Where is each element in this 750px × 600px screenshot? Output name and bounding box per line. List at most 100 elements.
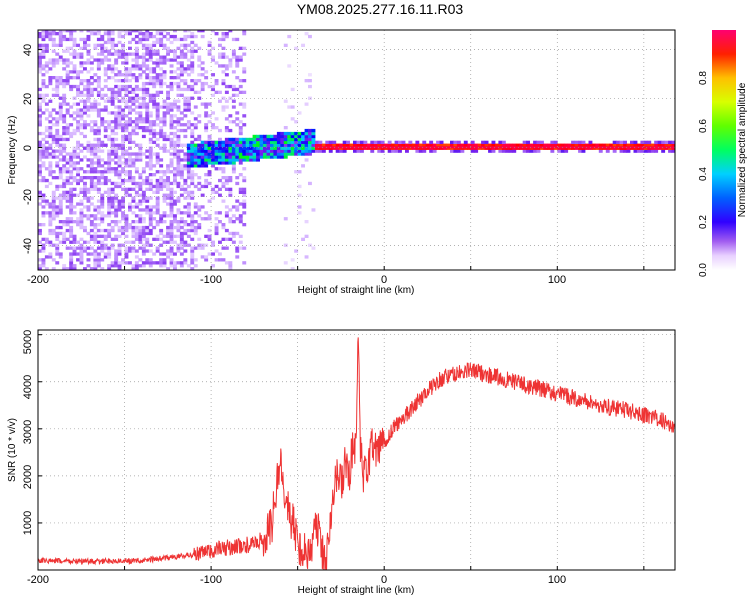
heatmap-cell <box>69 134 74 139</box>
heatmap-cell <box>640 140 645 144</box>
heatmap-cell <box>145 90 150 94</box>
heatmap-cell <box>152 76 157 80</box>
heatmap-cell <box>224 158 229 162</box>
heatmap-cell <box>100 43 105 47</box>
heatmap-cell <box>96 234 101 238</box>
heatmap-cell <box>114 170 119 174</box>
heatmap-cell <box>238 90 243 94</box>
heatmap-cell <box>640 143 645 147</box>
heatmap-cell <box>89 30 94 33</box>
heatmap-cell <box>145 126 150 130</box>
heatmap-cell <box>152 105 157 109</box>
heatmap-cell <box>238 190 243 194</box>
heatmap-cell <box>86 258 91 262</box>
heatmap-cell <box>179 73 184 77</box>
heatmap-cell <box>131 205 136 209</box>
heatmap-cell <box>124 102 129 106</box>
heatmap-cell <box>308 134 312 139</box>
heatmap-cell <box>141 220 146 224</box>
heatmap-cell <box>117 202 122 206</box>
heatmap-cell <box>166 184 170 189</box>
heatmap-cell <box>231 99 236 103</box>
heatmap-cell <box>114 184 119 189</box>
heatmap-cell <box>231 37 236 42</box>
heatmap-cell <box>169 58 174 62</box>
heatmap-cell <box>55 231 60 236</box>
heatmap-cell <box>117 155 122 159</box>
heatmap-cell <box>79 167 84 171</box>
heatmap-cell <box>62 120 67 124</box>
heatmap-cell <box>186 190 191 194</box>
heatmap-cell <box>186 202 191 206</box>
heatmap-cell <box>72 70 77 74</box>
heatmap-cell <box>204 111 209 115</box>
heatmap-cell <box>110 120 115 124</box>
heatmap-cell <box>145 93 150 97</box>
heatmap-cell <box>280 134 285 139</box>
heatmap-cell <box>152 173 157 177</box>
heatmap-cell <box>114 120 119 124</box>
heatmap-cell <box>162 258 167 262</box>
heatmap-cell <box>557 143 562 147</box>
heatmap-cell <box>114 181 119 186</box>
heatmap-cell <box>141 64 146 68</box>
heatmap-cell <box>366 143 371 147</box>
heatmap-cell <box>86 146 91 150</box>
heatmap-cell <box>197 64 202 68</box>
heatmap-cell <box>377 149 382 153</box>
heatmap-cell <box>96 149 101 153</box>
heatmap-cell <box>169 131 174 136</box>
heatmap-cell <box>567 143 572 147</box>
heatmap-cell <box>221 155 226 159</box>
heatmap-y-tick-label: 0 <box>22 145 34 151</box>
heatmap-cell <box>304 152 309 156</box>
heatmap-cell <box>89 158 94 162</box>
heatmap-cell <box>65 152 70 156</box>
heatmap-cell <box>242 143 247 147</box>
heatmap-cell <box>96 190 101 194</box>
heatmap-cell <box>162 61 167 65</box>
heatmap-cell <box>238 126 243 130</box>
heatmap-cell <box>58 252 63 256</box>
heatmap-cell <box>176 173 181 177</box>
heatmap-cell <box>48 76 53 80</box>
snr-x-tick-label: 0 <box>381 574 387 586</box>
heatmap-cell <box>103 181 108 186</box>
heatmap-cell <box>69 240 74 244</box>
heatmap-cell <box>44 34 49 39</box>
heatmap-cell <box>647 140 652 144</box>
heatmap-cell <box>245 152 250 156</box>
heatmap-cell <box>141 208 146 212</box>
heatmap-cell <box>186 205 191 209</box>
heatmap-cell <box>86 87 91 92</box>
heatmap-cell <box>110 111 115 115</box>
heatmap-cell <box>44 267 49 270</box>
heatmap-cell <box>69 267 74 270</box>
heatmap-cell <box>96 158 101 162</box>
heatmap-cell <box>38 258 42 262</box>
heatmap-cell <box>498 140 503 144</box>
heatmap-cell <box>304 149 309 153</box>
heatmap-cell <box>190 252 195 256</box>
heatmap-cell <box>176 149 181 153</box>
heatmap-cell <box>235 199 240 203</box>
heatmap-cell <box>190 190 195 194</box>
heatmap-cell <box>69 76 74 80</box>
heatmap-cell <box>141 199 146 203</box>
heatmap-cell <box>117 49 122 53</box>
heatmap-cell <box>152 99 157 103</box>
heatmap-cell <box>155 58 160 62</box>
heatmap-cell <box>190 70 195 74</box>
heatmap-cell <box>176 46 181 50</box>
heatmap-cell <box>501 143 506 147</box>
heatmap-cell <box>48 79 53 83</box>
heatmap-cell <box>55 123 60 127</box>
heatmap-cell <box>134 264 139 268</box>
heatmap-cell <box>55 237 60 241</box>
heatmap-cell <box>79 187 84 191</box>
heatmap-cell <box>159 146 164 150</box>
heatmap-cell <box>318 140 323 144</box>
heatmap-cell <box>134 249 139 253</box>
heatmap-cell <box>235 246 240 250</box>
heatmap-cell <box>86 264 91 268</box>
